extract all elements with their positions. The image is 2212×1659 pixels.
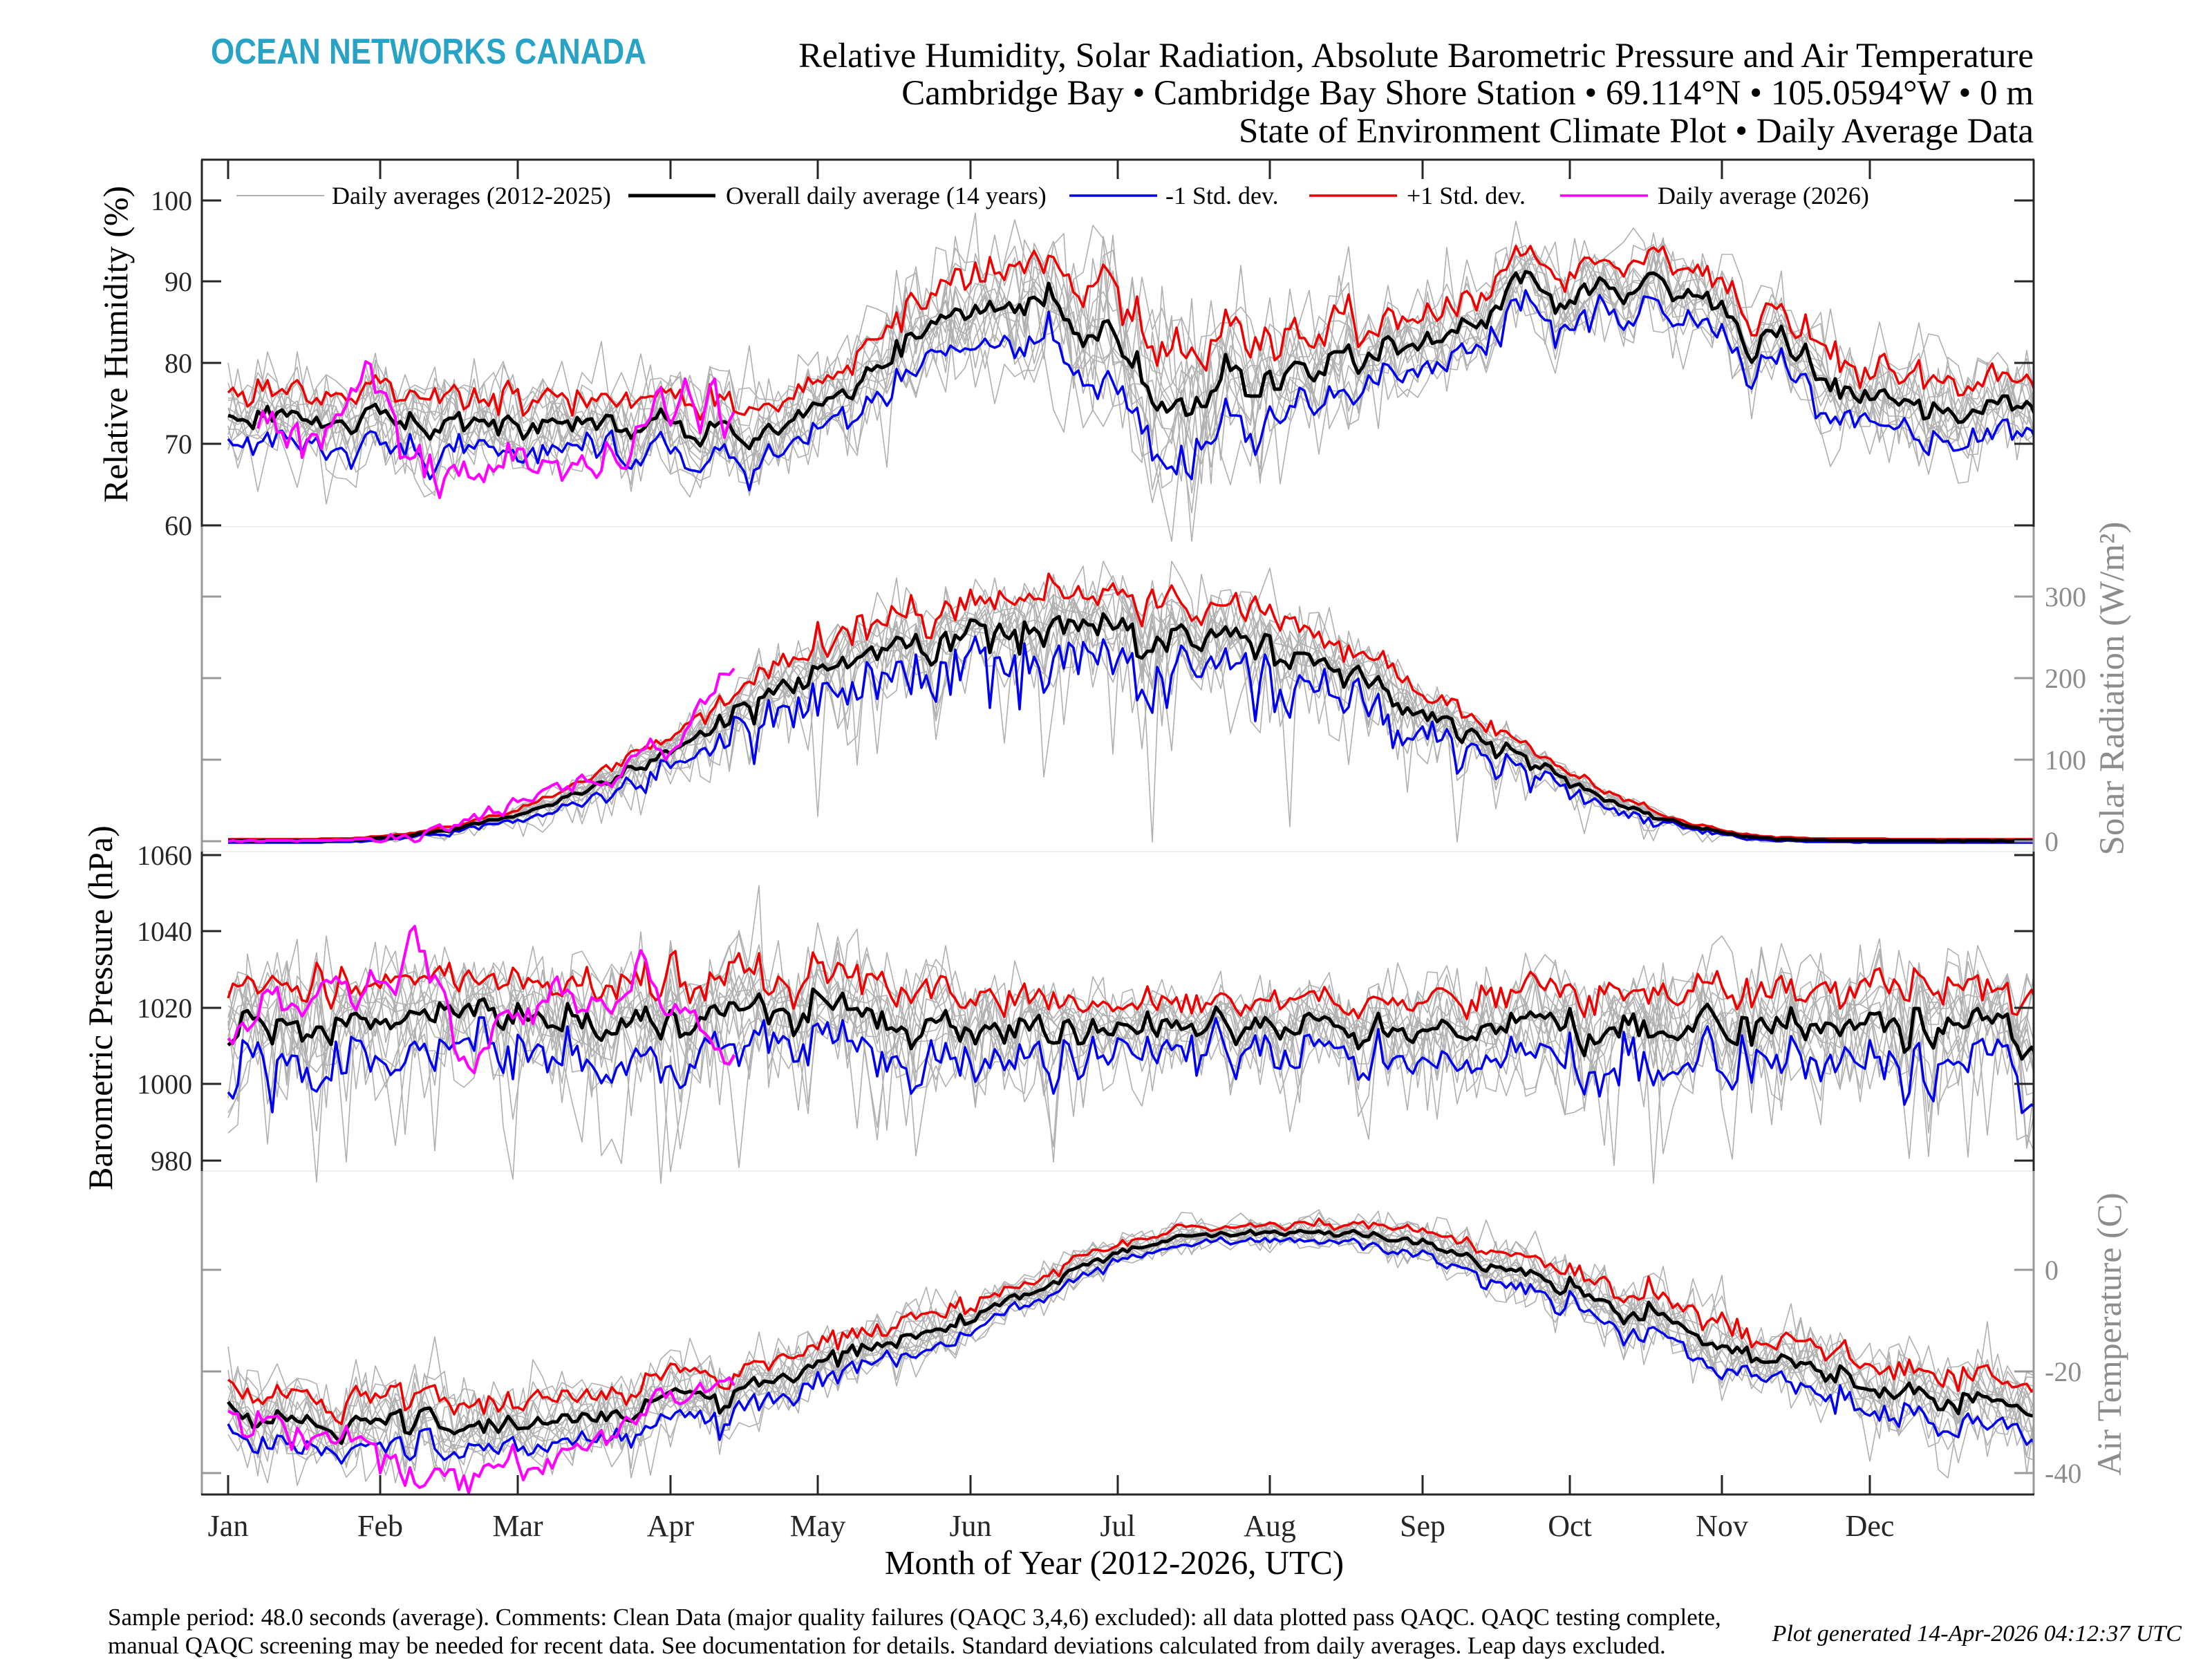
svg-text:980: 980 (151, 1145, 192, 1177)
svg-text:May: May (790, 1509, 846, 1543)
svg-text:State of Environment Climate P: State of Environment Climate Plot • Dail… (1239, 112, 2034, 151)
svg-text:Jun: Jun (949, 1509, 991, 1543)
svg-text:100: 100 (151, 185, 192, 216)
svg-text:0: 0 (2045, 1255, 2059, 1286)
svg-text:1060: 1060 (137, 840, 192, 871)
svg-text:-40: -40 (2045, 1458, 2081, 1489)
svg-text:-20: -20 (2045, 1356, 2081, 1387)
svg-text:Cambridge Bay • Cambridge Bay: Cambridge Bay • Cambridge Bay Shore Stat… (901, 74, 2034, 113)
svg-text:80: 80 (165, 348, 192, 379)
svg-text:1040: 1040 (137, 916, 192, 947)
svg-text:Daily average (2026): Daily average (2026) (1658, 182, 1869, 209)
svg-text:90: 90 (165, 266, 192, 297)
svg-text:Overall daily average (14 year: Overall daily average (14 years) (726, 182, 1047, 209)
svg-text:Jan: Jan (208, 1509, 249, 1543)
svg-text:Feb: Feb (357, 1509, 403, 1543)
svg-text:Oct: Oct (1548, 1509, 1592, 1543)
svg-text:Plot generated 14-Apr-2026 04:: Plot generated 14-Apr-2026 04:12:37 UTC (1772, 1621, 2182, 1647)
svg-text:Sample period: 48.0 seconds (a: Sample period: 48.0 seconds (average). C… (108, 1604, 1721, 1631)
svg-text:+1 Std. dev.: +1 Std. dev. (1407, 182, 1526, 209)
svg-text:Barometric Pressure (hPa): Barometric Pressure (hPa) (81, 825, 120, 1190)
svg-text:Dec: Dec (1846, 1509, 1895, 1543)
svg-text:-1 Std. dev.: -1 Std. dev. (1165, 182, 1279, 209)
svg-text:70: 70 (165, 429, 192, 460)
svg-text:Relative Humidity, Solar Radia: Relative Humidity, Solar Radiation, Abso… (798, 37, 2034, 75)
svg-text:manual QAQC screening may be n: manual QAQC screening may be needed for … (108, 1632, 1666, 1659)
svg-text:Daily averages (2012-2025): Daily averages (2012-2025) (332, 182, 611, 209)
svg-text:Mar: Mar (492, 1509, 543, 1543)
svg-text:60: 60 (165, 510, 192, 541)
svg-text:200: 200 (2045, 663, 2086, 694)
svg-text:Solar Radiation (W/m²): Solar Radiation (W/m²) (2093, 522, 2132, 856)
svg-text:Apr: Apr (647, 1509, 695, 1543)
svg-text:OCEAN NETWORKS CANADA: OCEAN NETWORKS CANADA (211, 32, 646, 72)
svg-text:Nov: Nov (1696, 1509, 1748, 1543)
svg-text:Month of Year (2012-2026, UTC): Month of Year (2012-2026, UTC) (885, 1544, 1344, 1582)
svg-text:Relative Humidity (%): Relative Humidity (%) (96, 186, 135, 503)
svg-text:Jul: Jul (1100, 1509, 1135, 1543)
svg-text:Aug: Aug (1244, 1509, 1296, 1543)
svg-text:Sep: Sep (1400, 1509, 1445, 1543)
svg-text:300: 300 (2045, 581, 2086, 612)
svg-text:0: 0 (2045, 826, 2059, 857)
svg-text:Air Temperature (C): Air Temperature (C) (2090, 1192, 2128, 1475)
svg-text:1000: 1000 (137, 1069, 192, 1100)
svg-text:1020: 1020 (137, 993, 192, 1024)
svg-text:100: 100 (2045, 744, 2086, 776)
